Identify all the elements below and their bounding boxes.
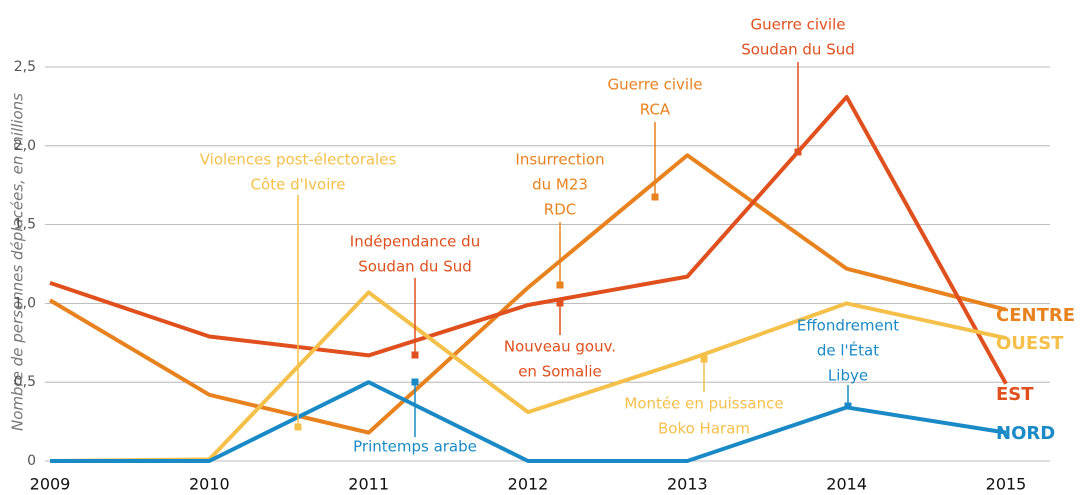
annotation-text: Boko Haram (658, 420, 750, 438)
annotation-marker (411, 378, 419, 386)
x-tick-label: 2013 (667, 475, 708, 494)
y-tick-label: 1,5 (14, 217, 36, 233)
annotation-text: Guerre civile (751, 16, 846, 34)
annotation-text: Printemps arabe (353, 438, 477, 456)
annotation-text: Montée en puissance (624, 395, 783, 413)
x-tick-label: 2012 (508, 475, 549, 494)
annotation-text: RDC (544, 201, 576, 219)
y-tick-label: 1,0 (14, 295, 36, 311)
series-line (50, 380, 1007, 463)
annotation-marker (411, 351, 419, 359)
annotation-marker (294, 423, 302, 431)
annotation-text: Côte d'Ivoire (251, 176, 346, 194)
annotation-text: Guerre civile (608, 76, 703, 94)
series-label: NORD (996, 423, 1055, 444)
annotation-text: Insurrection (515, 151, 604, 169)
annotation-marker (651, 193, 659, 201)
x-tick-label: 2015 (986, 475, 1027, 494)
y-axis-title: Nombre de personnes déplacées, en millio… (9, 93, 27, 431)
annotation-text: Soudan du Sud (358, 258, 472, 276)
annotation-text: de l'État (817, 341, 879, 360)
series-line (49, 94, 1008, 385)
annotation-text: Soudan du Sud (741, 41, 855, 59)
annotation-text: RCA (640, 101, 671, 119)
annotation-text: Indépendance du (350, 233, 480, 251)
annotation-text: Libye (828, 367, 868, 385)
y-tick-label: 0,5 (14, 374, 36, 390)
series-label: EST (996, 384, 1034, 405)
x-tick-label: 2011 (348, 475, 389, 494)
annotation-marker (844, 402, 852, 410)
annotation-text: Nouveau gouv. (504, 338, 616, 356)
x-tick-label: 2010 (189, 475, 230, 494)
x-tick-label: 2014 (826, 475, 867, 494)
series-line (48, 153, 1007, 435)
annotation-marker (700, 355, 708, 363)
annotation-marker (794, 148, 802, 156)
annotation-marker (556, 281, 564, 289)
annotation-text: Violences post-électorales (200, 151, 397, 169)
y-tick-label: 2,0 (14, 138, 36, 154)
series-label: CENTRE (996, 305, 1075, 326)
annotation-text: Effondrement (797, 317, 899, 335)
annotation-marker (556, 299, 564, 307)
y-tick-label: 0 (27, 453, 36, 469)
x-tick-label: 2009 (30, 475, 71, 494)
series-label: OUEST (996, 333, 1064, 354)
annotation-text: du M23 (532, 176, 588, 194)
y-tick-label: 2,5 (14, 59, 36, 75)
annotation-text: en Somalie (518, 363, 602, 381)
